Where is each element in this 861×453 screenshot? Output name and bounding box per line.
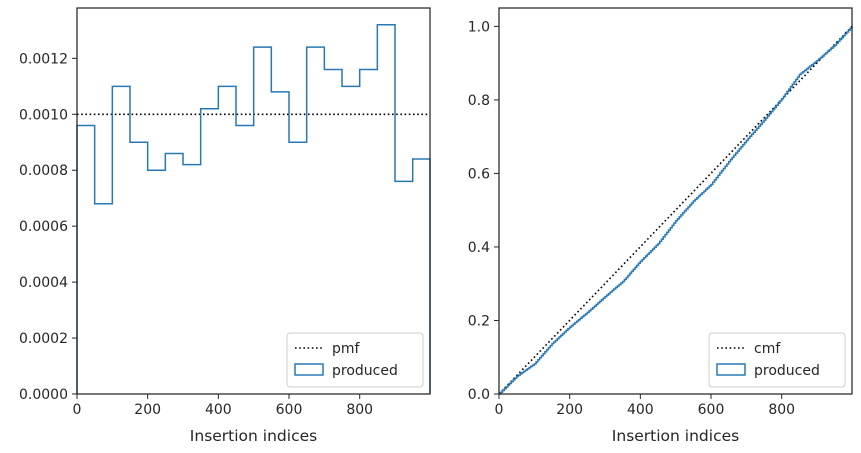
x-axis-label: Insertion indices <box>190 427 317 445</box>
chart-panel-1: 0 200 400 600 800 0.0000 0.0002 0.0004 0.0006 0.0… <box>19 7 431 445</box>
x-tick-label: 200 <box>556 402 583 418</box>
y-tick-label: 0.6 <box>468 166 490 182</box>
x-tick-label: 0 <box>495 402 504 418</box>
reference-line-cmf <box>498 25 853 395</box>
y-tick-label: 0.8 <box>468 93 490 109</box>
x-tick-label: 0 <box>73 402 82 418</box>
y-tick-label: 0.0 <box>468 387 490 403</box>
y-tick-label: 0.0000 <box>19 387 68 403</box>
x-tick-label: 800 <box>768 402 795 418</box>
legend-label-cmf: cmf <box>754 341 781 357</box>
legend-label-produced: produced <box>332 363 398 379</box>
legend-swatch-produced <box>716 363 746 376</box>
y-tick-label: 0.0006 <box>19 219 68 235</box>
x-tick-label: 600 <box>276 402 303 418</box>
axes-frame <box>76 7 431 395</box>
legend-frame <box>286 332 424 388</box>
legend-label-pmf: pmf <box>332 341 361 357</box>
legend: cmf produced <box>708 332 846 388</box>
legend-swatch-produced <box>294 363 324 376</box>
axes-frame <box>498 7 853 395</box>
x-tick-label: 600 <box>698 402 725 418</box>
y-tick-label: 0.2 <box>468 313 490 329</box>
x-tick-label: 800 <box>346 402 373 418</box>
y-tick-label: 0.0010 <box>19 107 68 123</box>
y-tick-label: 1.0 <box>468 19 490 35</box>
y-tick-label: 0.0012 <box>19 51 68 67</box>
y-tick-label: 0.0008 <box>19 163 68 179</box>
y-tick-label: 0.4 <box>468 240 490 256</box>
series-produced <box>499 26 853 395</box>
x-tick-label: 400 <box>205 402 232 418</box>
series-produced <box>76 24 431 394</box>
y-tick-label: 0.0002 <box>19 331 68 347</box>
legend: pmf produced <box>286 332 424 388</box>
x-tick-label: 200 <box>134 402 161 418</box>
legend-frame <box>708 332 846 388</box>
legend-label-produced: produced <box>754 363 820 379</box>
y-tick-label: 0.0004 <box>19 275 68 291</box>
chart-panel-2: 0 200 400 600 800 0.0 0.2 0.4 0.6 0.8 1.0 Insertion… <box>468 7 853 445</box>
x-axis-label: Insertion indices <box>612 427 739 445</box>
x-tick-label: 400 <box>627 402 654 418</box>
